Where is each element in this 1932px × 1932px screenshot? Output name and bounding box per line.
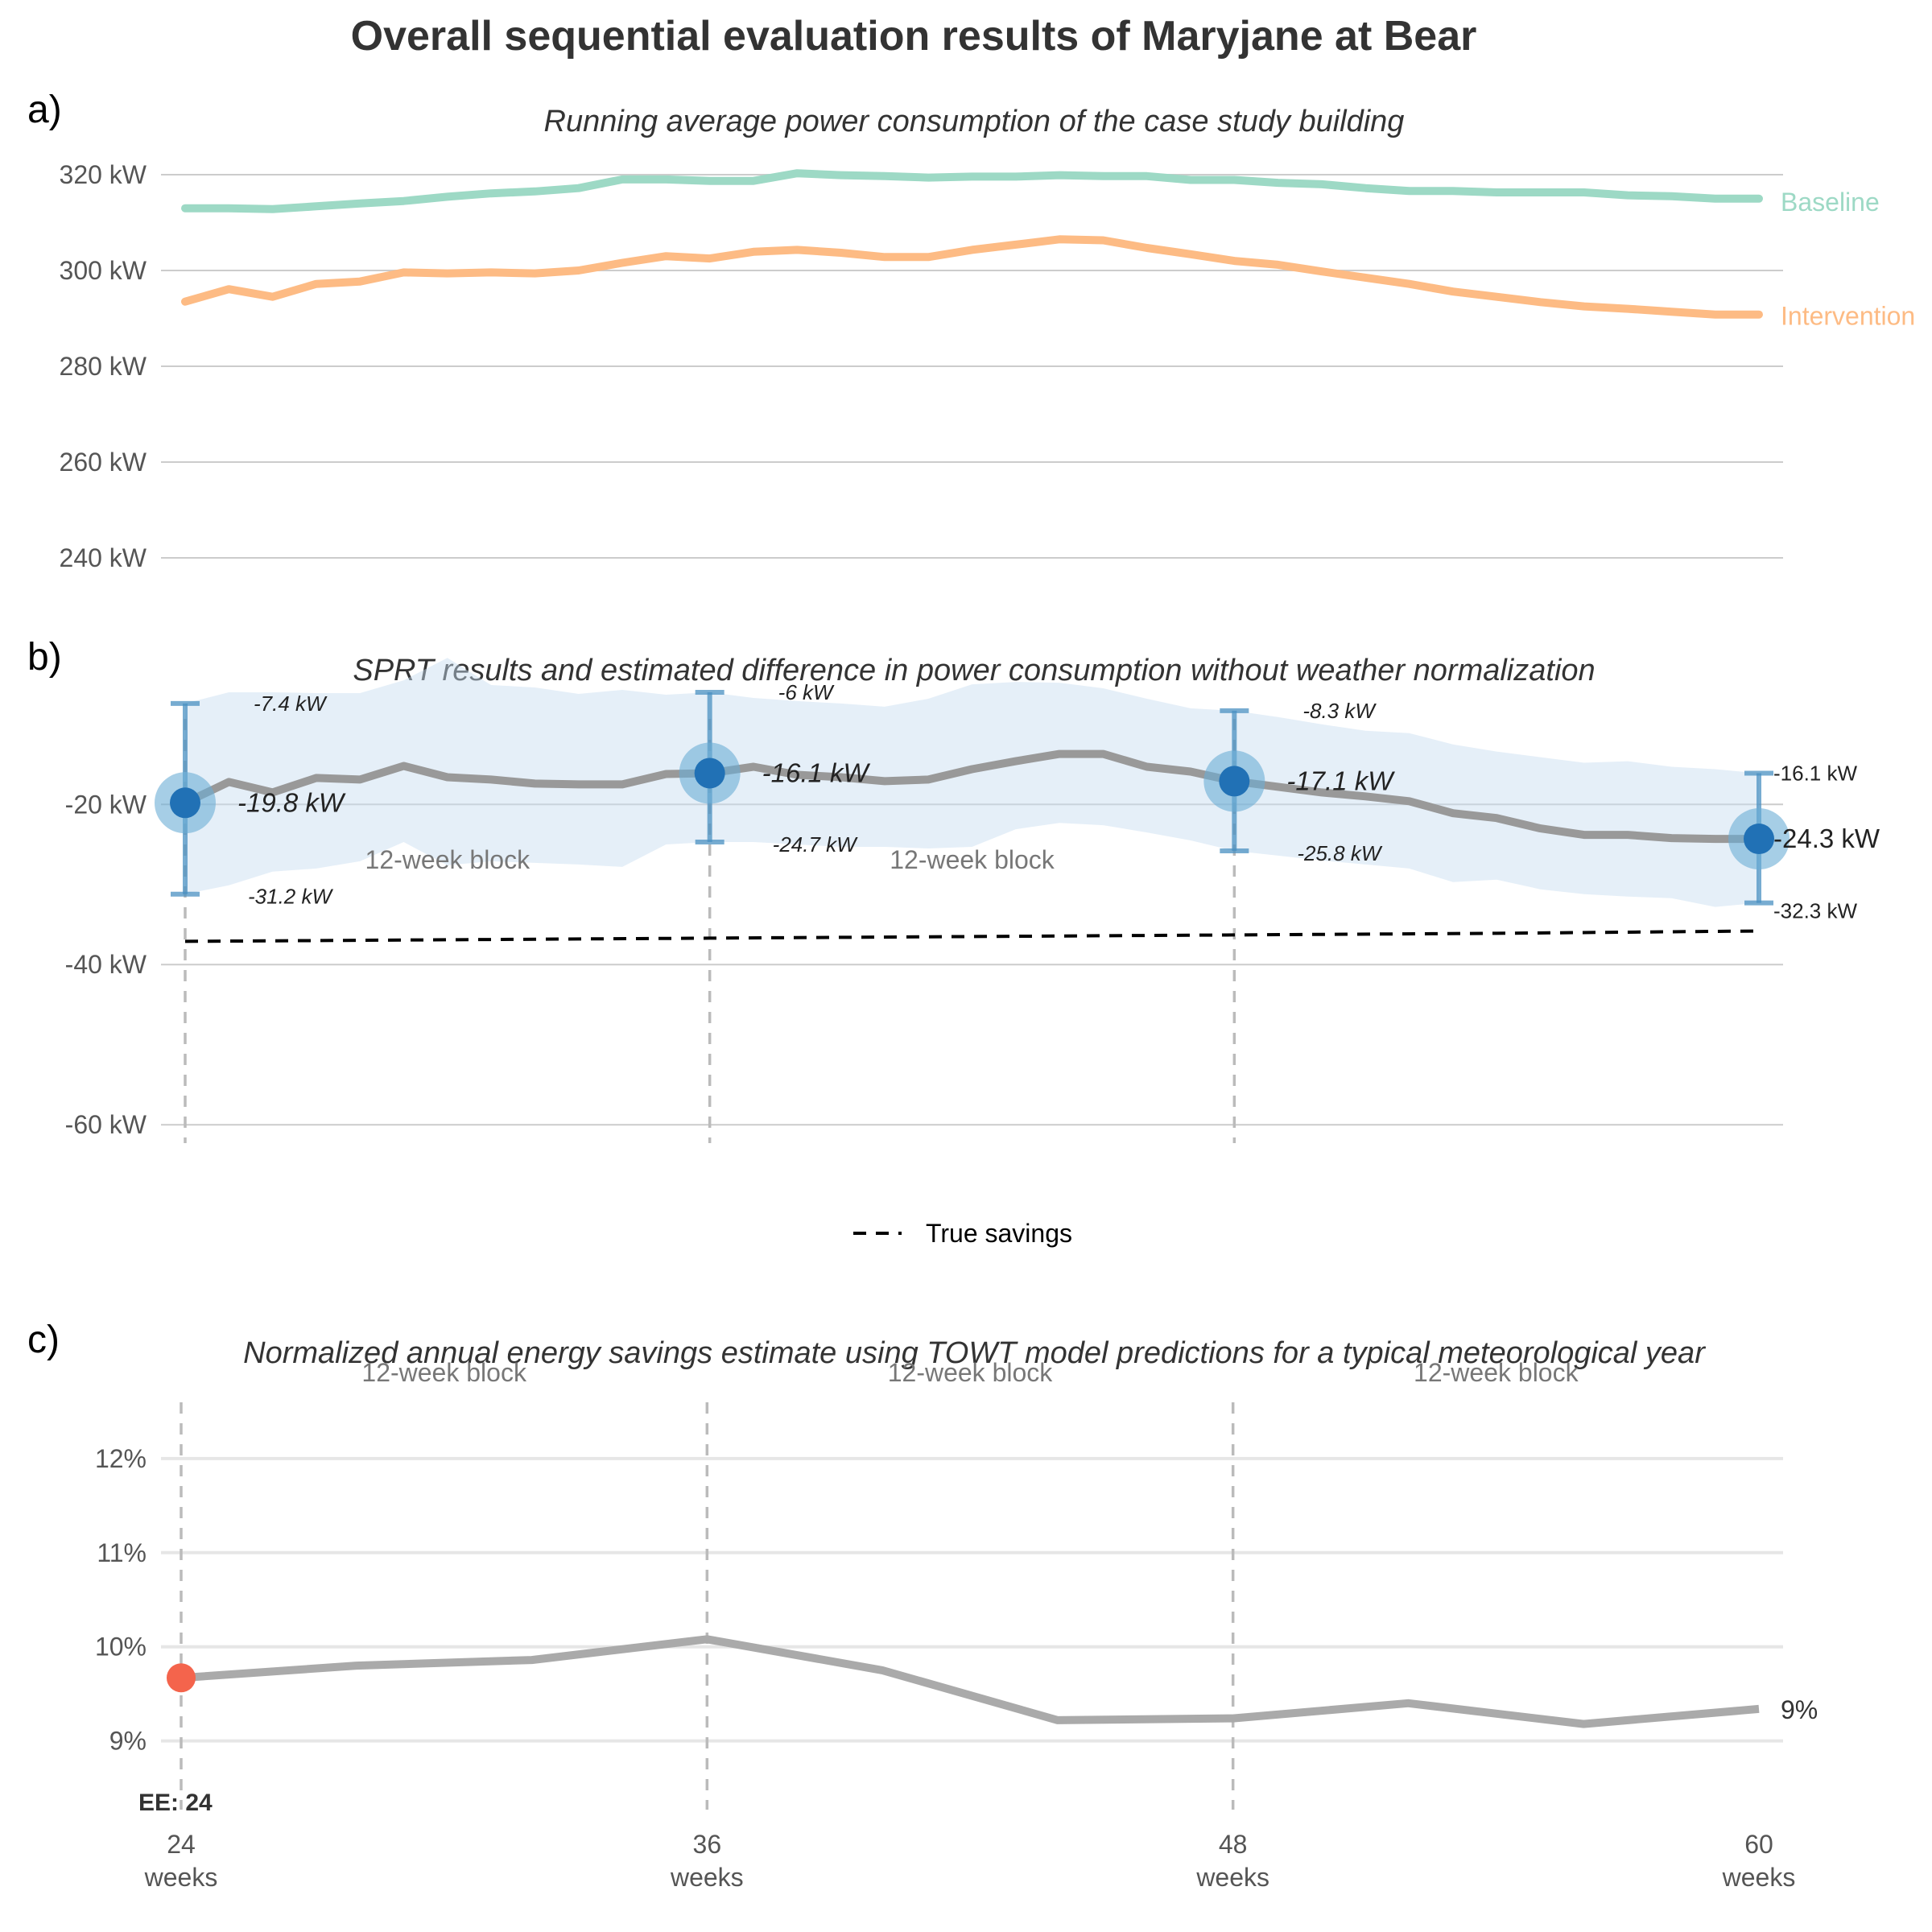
panel-b-y-tick-label: -60 kW bbox=[65, 1110, 147, 1139]
sprt-lower-label: -32.3 kW bbox=[1773, 899, 1857, 923]
panel-b-subtitle: SPRT results and estimated difference in… bbox=[353, 654, 1595, 687]
panel-a: a) Running average power consumption of … bbox=[27, 89, 1915, 572]
panel-b-legend: True savings bbox=[853, 1219, 1072, 1248]
panel-c-block-dividers bbox=[180, 1402, 1235, 1810]
panel-b-difference bbox=[183, 749, 1759, 844]
block-label: 12-week block bbox=[361, 1358, 527, 1387]
sprt-point bbox=[1744, 824, 1774, 855]
panel-c-y-tick-label: 9% bbox=[109, 1727, 147, 1756]
panel-c-gridlines bbox=[161, 1456, 1783, 1743]
sprt-point bbox=[170, 787, 200, 819]
panel-c-letter: c) bbox=[27, 1319, 60, 1361]
savings-end-label: 9% bbox=[1781, 1695, 1818, 1724]
panel-c-y-tick-label: 10% bbox=[95, 1633, 147, 1662]
sprt-upper-label: -8.3 kW bbox=[1302, 699, 1377, 723]
sprt-lower-label: -24.7 kW bbox=[773, 832, 858, 857]
panel-c-subtitle: Normalized annual energy savings estimat… bbox=[243, 1336, 1706, 1370]
block-label: 12-week block bbox=[888, 1358, 1054, 1387]
panel-b-y-tick-label: -20 kW bbox=[65, 790, 147, 819]
panel-c: c) Normalized annual energy savings esti… bbox=[27, 1319, 1818, 1892]
panel-a-y-axis: 240 kW 260 kW 280 kW 300 kW 320 kW bbox=[60, 160, 147, 572]
series-label-baseline: Baseline bbox=[1781, 188, 1880, 217]
sprt-estimate-label: -19.8 kW bbox=[237, 787, 346, 817]
panel-a-subtitle: Running average power consumption of the… bbox=[544, 105, 1405, 138]
panel-a-series bbox=[181, 169, 1763, 319]
panel-a-series-labels: Baseline Intervention bbox=[1781, 188, 1915, 331]
sprt-point-group: -17.1 kW -8.3 kW -25.8 kW bbox=[1203, 699, 1395, 865]
figure-title: Overall sequential evaluation results of… bbox=[351, 13, 1477, 60]
panel-c-block-labels: 12-week block 12-week block 12-week block bbox=[361, 1358, 1579, 1387]
panel-b-block-labels: 12-week block 12-week block bbox=[365, 845, 1055, 874]
x-tick-unit: weeks bbox=[1195, 1863, 1269, 1892]
panel-c-savings: 9% EE: 24 bbox=[138, 1635, 1818, 1816]
series-line-intervention bbox=[181, 235, 1763, 319]
sprt-point-group: -16.1 kW -6 kW -24.7 kW bbox=[679, 680, 871, 857]
panel-a-y-tick-label: 300 kW bbox=[60, 256, 147, 285]
panel-b-gridlines bbox=[161, 803, 1783, 1126]
panel-b: b) SPRT results and estimated difference… bbox=[27, 636, 1880, 1248]
panel-b-letter: b) bbox=[27, 636, 62, 679]
panel-a-y-tick-label: 240 kW bbox=[60, 543, 147, 572]
true-savings-line bbox=[184, 929, 1760, 943]
x-tick-unit: weeks bbox=[144, 1863, 218, 1892]
sprt-point bbox=[1219, 766, 1250, 797]
panel-a-letter: a) bbox=[27, 89, 62, 131]
panel-a-y-tick-label: 260 kW bbox=[60, 448, 147, 477]
x-tick-value: 60 bbox=[1744, 1830, 1773, 1859]
sprt-estimate-label: -16.1 kW bbox=[762, 758, 871, 787]
sprt-estimate-label: -24.3 kW bbox=[1773, 824, 1880, 853]
panel-c-y-tick-label: 11% bbox=[97, 1538, 147, 1567]
series-label-intervention: Intervention bbox=[1781, 302, 1915, 331]
x-tick-unit: weeks bbox=[670, 1863, 744, 1892]
block-label: 12-week block bbox=[365, 845, 531, 874]
block-label: 12-week block bbox=[1414, 1358, 1579, 1387]
sprt-point-group: -24.3 kW -16.1 kW -32.3 kW bbox=[1728, 761, 1880, 923]
x-tick-value: 36 bbox=[693, 1830, 722, 1859]
sprt-upper-label: -6 kW bbox=[778, 680, 835, 704]
panel-b-sprt-points: -19.8 kW -7.4 kW -31.2 kW -16.1 kW -6 kW -24.… bbox=[155, 680, 1880, 923]
series-line-baseline bbox=[181, 169, 1763, 213]
panel-a-y-tick-label: 320 kW bbox=[60, 160, 147, 189]
sprt-lower-label: -31.2 kW bbox=[248, 885, 333, 909]
panel-b-y-axis: -60 kW -40 kW -20 kW bbox=[65, 790, 147, 1139]
confidence-band bbox=[185, 658, 1759, 907]
ee-point bbox=[167, 1663, 196, 1693]
panel-a-gridlines bbox=[161, 174, 1783, 559]
x-tick-unit: weeks bbox=[1722, 1863, 1796, 1892]
x-tick-value: 48 bbox=[1219, 1830, 1248, 1859]
savings-line bbox=[180, 1635, 1760, 1728]
panel-a-y-tick-label: 280 kW bbox=[60, 352, 147, 381]
sprt-point-group: -19.8 kW -7.4 kW -31.2 kW bbox=[155, 691, 346, 909]
ee-label: EE: 24 bbox=[138, 1790, 213, 1816]
sprt-lower-label: -25.8 kW bbox=[1297, 841, 1382, 865]
legend-true-savings-label: True savings bbox=[926, 1219, 1072, 1248]
panel-c-y-axis: 9% 10% 11% 12% bbox=[95, 1444, 147, 1756]
sprt-estimate-label: -17.1 kW bbox=[1286, 766, 1395, 795]
sprt-upper-label: -16.1 kW bbox=[1773, 761, 1857, 785]
block-label: 12-week block bbox=[890, 845, 1055, 874]
difference-line bbox=[183, 749, 1759, 844]
panel-b-y-tick-label: -40 kW bbox=[65, 950, 147, 979]
panel-c-y-tick-label: 12% bbox=[95, 1444, 147, 1473]
x-axis-ticks: 24 weeks 36 weeks 48 weeks 60 weeks bbox=[144, 1830, 1796, 1892]
x-tick-value: 24 bbox=[167, 1830, 196, 1859]
sprt-point bbox=[694, 758, 725, 789]
sprt-upper-label: -7.4 kW bbox=[254, 691, 328, 716]
panel-b-true-savings bbox=[184, 929, 1760, 943]
panel-b-confidence-band bbox=[185, 658, 1759, 907]
